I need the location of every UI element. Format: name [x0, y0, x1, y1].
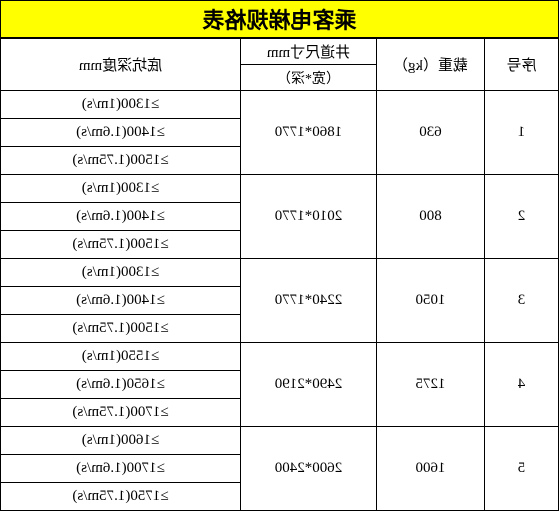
header-pit: 底坑深度mm: [1, 39, 241, 91]
cell-sn: 1: [485, 91, 559, 175]
header-sn: 序号: [485, 39, 559, 91]
header-shaft-sub: （宽*深）: [241, 65, 377, 91]
cell-sn: 4: [485, 343, 559, 427]
spec-table: 序号 载重（kg） 井道尺寸mm 底坑深度mm （宽*深） 1 630 1860…: [0, 38, 559, 511]
table-row: 1 630 1860*1770 ≥1300(1m/s): [1, 91, 559, 119]
table-row: 4 1275 2490*2190 ≥1550(1m/s): [1, 343, 559, 371]
header-row: 序号 载重（kg） 井道尺寸mm 底坑深度mm: [1, 39, 559, 65]
cell-pit: ≥1300(1m/s): [1, 175, 241, 203]
cell-pit: ≥1500(1.75m/s): [1, 147, 241, 175]
cell-load: 1050: [377, 259, 485, 343]
cell-pit: ≥1400(1.6m/s): [1, 203, 241, 231]
cell-shaft: 2490*2190: [241, 343, 377, 427]
header-load: 载重（kg）: [377, 39, 485, 91]
cell-pit: ≥1400(1.6m/s): [1, 287, 241, 315]
cell-sn: 5: [485, 427, 559, 511]
cell-shaft: 1860*1770: [241, 91, 377, 175]
cell-sn: 3: [485, 259, 559, 343]
cell-pit: ≥1700(1.75m/s): [1, 399, 241, 427]
cell-sn: 2: [485, 175, 559, 259]
table-row: 2 800 2010*1770 ≥1300(1m/s): [1, 175, 559, 203]
header-shaft: 井道尺寸mm: [241, 39, 377, 65]
cell-pit: ≥1500(1.75m/s): [1, 231, 241, 259]
table-row: 3 1050 2240*1770 ≥1300(1m/s): [1, 259, 559, 287]
cell-load: 800: [377, 175, 485, 259]
cell-pit: ≥1400(1.6m/s): [1, 119, 241, 147]
cell-pit: ≥1650(1.6m/s): [1, 371, 241, 399]
cell-pit: ≥1300(1m/s): [1, 259, 241, 287]
table-row: 5 1600 2600*2400 ≥1600(1m/s): [1, 427, 559, 455]
cell-pit: ≥1500(1.75m/s): [1, 315, 241, 343]
cell-pit: ≥1600(1m/s): [1, 427, 241, 455]
cell-load: 1600: [377, 427, 485, 511]
cell-shaft: 2600*2400: [241, 427, 377, 511]
table-title: 乘客电梯规格表: [0, 0, 559, 38]
cell-pit: ≥1300(1m/s): [1, 91, 241, 119]
cell-load: 630: [377, 91, 485, 175]
cell-pit: ≥1750(1.75m/s): [1, 483, 241, 511]
cell-pit: ≥1550(1m/s): [1, 343, 241, 371]
cell-shaft: 2010*1770: [241, 175, 377, 259]
cell-pit: ≥1700(1.6m/s): [1, 455, 241, 483]
cell-shaft: 2240*1770: [241, 259, 377, 343]
cell-load: 1275: [377, 343, 485, 427]
